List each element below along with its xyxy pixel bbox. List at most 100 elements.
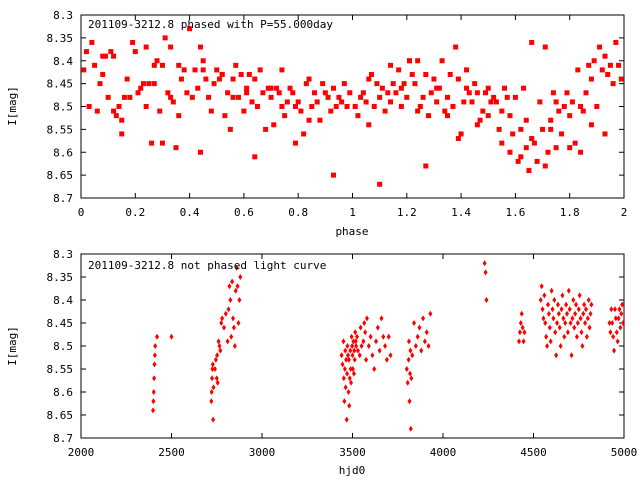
phased-data-point (529, 136, 535, 142)
unphased-data-point (217, 343, 222, 349)
phased-data-point (385, 90, 391, 96)
phased-data-point (390, 81, 396, 87)
phased-data-point (415, 108, 421, 114)
phased-data-point (377, 94, 383, 100)
phased-data-point (393, 90, 399, 96)
unphased-x-tick-label: 2000 (68, 446, 95, 459)
phased-data-point (550, 90, 556, 96)
phased-data-point (257, 67, 263, 73)
unphased-data-point (613, 315, 618, 322)
unphased-data-point (229, 333, 234, 340)
phased-data-point (192, 67, 198, 73)
phased-data-point (542, 163, 548, 169)
phased-data-point (130, 39, 136, 45)
phased-data-point (268, 94, 274, 100)
unphased-data-point (362, 320, 367, 326)
unphased-data-point (557, 324, 562, 331)
phased-data-point (523, 145, 529, 151)
phased-data-point (282, 113, 288, 119)
unphased-y-tick-label: 8.55 (47, 363, 74, 376)
phased-data-point (583, 90, 589, 96)
unphased-data-point (341, 375, 346, 382)
phased-x-tick-label: 0.4 (180, 206, 200, 219)
phased-data-point (618, 76, 624, 82)
phased-y-tick-label: 8.45 (47, 78, 74, 91)
unphased-data-point (155, 333, 160, 340)
unphased-y-tick-label: 8.35 (47, 271, 74, 284)
unphased-chart: 2000 2500 3000 3500 4000 4500 5000 8.38.358.48… (6, 248, 637, 477)
phased-data-point (216, 76, 222, 82)
phased-data-point (450, 104, 456, 109)
phased-data-point (138, 85, 144, 91)
unphased-data-point (169, 333, 174, 340)
phased-data-point (102, 53, 108, 59)
phased-data-point (382, 108, 388, 114)
phased-data-point (561, 104, 567, 109)
phased-data-point (447, 71, 453, 77)
phased-data-point (235, 94, 241, 100)
phased-data-point (613, 39, 619, 45)
phased-data-point (455, 136, 461, 142)
phased-data-point (168, 94, 174, 100)
phased-data-point (181, 67, 187, 73)
phased-data-point (485, 85, 491, 91)
phased-data-point (588, 76, 594, 82)
unphased-data-point (381, 333, 386, 340)
unphased-data-point (520, 324, 525, 331)
unphased-data-point (621, 320, 626, 326)
unphased-data-point (417, 324, 422, 331)
phased-data-point (309, 104, 315, 109)
unphased-data-point (363, 329, 368, 336)
phased-data-point (341, 81, 347, 87)
unphased-data-point (354, 343, 359, 349)
phased-data-point (553, 99, 559, 105)
unphased-data-point (223, 310, 228, 317)
unphased-data-point (151, 389, 156, 395)
phased-data-point (200, 58, 206, 64)
phased-data-point (151, 81, 157, 87)
unphased-data-point (581, 310, 586, 317)
phased-data-point (219, 71, 225, 77)
phased-data-point (81, 67, 87, 73)
phased-data-point (176, 62, 182, 68)
phased-data-point (322, 90, 328, 96)
unphased-data-point (151, 398, 156, 405)
unphased-data-point (543, 320, 548, 326)
unphased-data-point (350, 343, 355, 349)
phased-data-point (366, 76, 372, 82)
unphased-data-point (426, 343, 431, 349)
phased-x-axis-label: phase (335, 225, 368, 238)
unphased-data-point (231, 315, 236, 322)
unphased-data-point (374, 338, 379, 345)
phased-data-point (330, 172, 336, 178)
unphased-data-point (424, 329, 429, 336)
unphased-data-point (412, 320, 417, 326)
phased-x-tick-label: 1.2 (397, 206, 417, 219)
unphased-data-point (585, 315, 590, 322)
phased-data-point (284, 99, 290, 105)
phased-data-point (252, 76, 258, 82)
phased-data-point (157, 108, 163, 114)
unphased-data-point (228, 297, 233, 303)
phased-data-point (396, 67, 402, 73)
phased-x-tick-label: 0.8 (288, 206, 308, 219)
unphased-data-point (541, 315, 546, 322)
phased-data-point (86, 104, 92, 109)
phased-data-point (151, 62, 157, 68)
phased-data-point (159, 140, 165, 146)
unphased-data-point (215, 352, 220, 359)
phased-data-point (567, 145, 573, 151)
unphased-y-tick-label: 8.6 (53, 386, 73, 399)
phased-data-point (100, 53, 106, 59)
phased-data-point (203, 76, 209, 82)
unphased-data-point (545, 301, 550, 308)
unphased-data-point (583, 306, 588, 313)
unphased-data-point (517, 338, 522, 345)
phased-data-point (578, 104, 584, 109)
unphased-data-point (415, 333, 420, 340)
phased-data-point (230, 76, 236, 82)
phased-data-point (559, 131, 565, 137)
unphased-data-point (232, 343, 237, 349)
phased-data-point (398, 104, 404, 109)
phased-data-point (360, 90, 366, 96)
